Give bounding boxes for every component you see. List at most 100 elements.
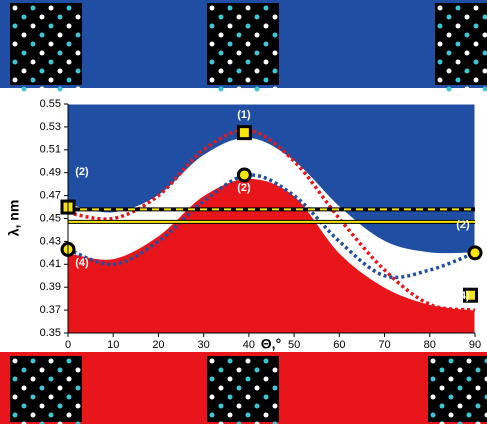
atom (465, 15, 470, 20)
atom (219, 33, 224, 38)
atom (210, 413, 215, 418)
atom (31, 377, 36, 382)
atom (465, 33, 470, 38)
atom (40, 69, 45, 74)
atom (228, 413, 233, 418)
atom (76, 69, 81, 74)
atom (228, 395, 233, 400)
atom (246, 78, 251, 83)
atom (237, 33, 242, 38)
circle-marker (469, 247, 481, 259)
atom (255, 33, 260, 38)
atom (237, 368, 242, 373)
atom (440, 368, 445, 373)
atom (76, 15, 81, 20)
atom (58, 404, 63, 409)
atom (447, 15, 452, 20)
atom (440, 386, 445, 391)
atom (49, 78, 54, 83)
atom (13, 6, 18, 11)
atom (219, 69, 224, 74)
atom (219, 386, 224, 391)
atom (228, 42, 233, 47)
atom (31, 359, 36, 364)
atom (31, 413, 36, 418)
curve-annotation: (2) (456, 219, 470, 231)
atom (22, 51, 27, 56)
atom (49, 42, 54, 47)
atom (31, 6, 36, 11)
atom (264, 42, 269, 47)
atom (246, 377, 251, 382)
atom (210, 395, 215, 400)
atom (76, 33, 81, 38)
atom (449, 377, 454, 382)
atom (456, 24, 461, 29)
molecule-image (435, 3, 487, 85)
atom (40, 368, 45, 373)
atom (219, 404, 224, 409)
atom (237, 51, 242, 56)
atom (13, 60, 18, 65)
atom (31, 42, 36, 47)
atom (467, 359, 472, 364)
atom (467, 377, 472, 382)
atom (456, 60, 461, 65)
atom (237, 87, 242, 92)
atom (219, 368, 224, 373)
atom (228, 78, 233, 83)
y-tick-label: 0.43 (40, 235, 61, 247)
atom (49, 24, 54, 29)
atom (13, 78, 18, 83)
atom (465, 87, 470, 92)
atom (264, 413, 269, 418)
atom (228, 24, 233, 29)
atom (246, 6, 251, 11)
atom (474, 6, 479, 11)
atom (246, 413, 251, 418)
atom (264, 78, 269, 83)
atom (447, 51, 452, 56)
atom (58, 69, 63, 74)
atom (255, 69, 260, 74)
atom (246, 60, 251, 65)
x-tick-label: 0 (65, 339, 71, 351)
atom (273, 87, 278, 92)
atom (449, 395, 454, 400)
atom (255, 386, 260, 391)
atom (13, 377, 18, 382)
atom (246, 24, 251, 29)
atom (474, 24, 479, 29)
atom (264, 359, 269, 364)
atom (49, 359, 54, 364)
plot (68, 104, 475, 333)
atom (58, 51, 63, 56)
x-tick-label: 10 (107, 339, 119, 351)
atom (458, 368, 463, 373)
atom (49, 377, 54, 382)
atom (31, 78, 36, 83)
atom (474, 78, 479, 83)
atom (210, 78, 215, 83)
x-tick-label: 30 (198, 339, 210, 351)
atom (476, 368, 481, 373)
atom (58, 386, 63, 391)
atom (237, 15, 242, 20)
atom (22, 368, 27, 373)
atom (431, 395, 436, 400)
atom (228, 377, 233, 382)
atom (76, 404, 81, 409)
atom (40, 404, 45, 409)
atom (255, 15, 260, 20)
atom (31, 395, 36, 400)
atom (431, 413, 436, 418)
atom (273, 51, 278, 56)
circle-marker (238, 169, 250, 181)
atom (49, 413, 54, 418)
x-tick-label: 40 (243, 339, 255, 351)
x-tick-label: 20 (152, 339, 164, 351)
atom (447, 87, 452, 92)
atom (76, 51, 81, 56)
x-tick-label: 70 (378, 339, 390, 351)
y-tick-label: 0.35 (40, 327, 61, 339)
